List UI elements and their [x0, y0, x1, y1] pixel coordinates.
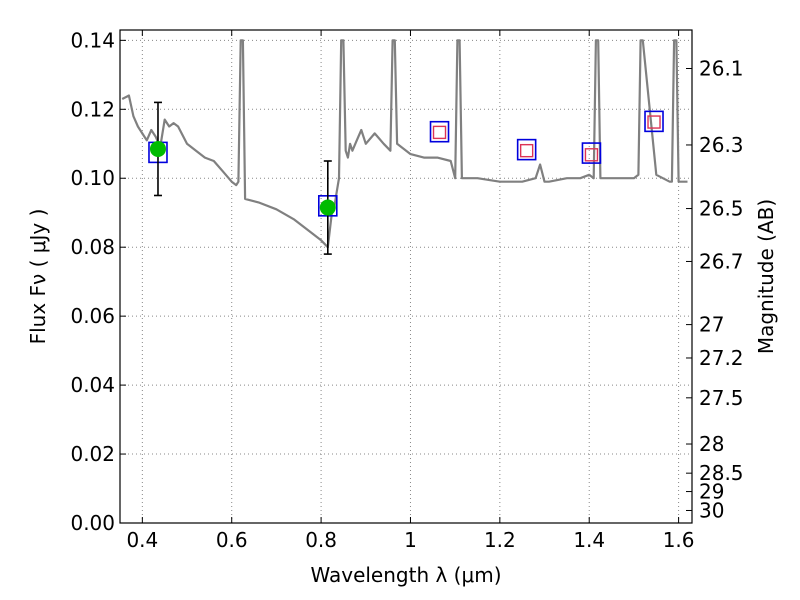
- right-tick-label: 26.5: [699, 197, 744, 221]
- model-photometry-marker: [429, 120, 450, 143]
- y-tick-label: 0.04: [70, 373, 115, 397]
- upper-limit-marker: [647, 115, 661, 129]
- upper-limit-marker: [584, 148, 599, 162]
- y-tick-label: 0.14: [70, 28, 115, 52]
- plot-frame: [119, 29, 693, 524]
- y-axis-title: Flux Fν ( μJy ): [26, 209, 50, 345]
- upper-limit-marker: [432, 125, 447, 140]
- y-tick-label: 0.06: [70, 304, 115, 328]
- x-tick-label: 1: [404, 528, 417, 552]
- right-tick-label: 26.1: [699, 56, 744, 80]
- right-tick-label: 27.5: [699, 386, 744, 410]
- upper-limit-marker: [519, 143, 534, 158]
- x-tick-label: 1.2: [484, 528, 516, 552]
- right-tick-label: 27: [699, 313, 724, 337]
- x-axis-title: Wavelength λ (μm): [310, 563, 501, 587]
- right-tick-label: 30: [699, 498, 724, 522]
- right-tick-label: 29: [699, 480, 724, 504]
- right-tick-label: 26.7: [699, 249, 744, 273]
- model-photometry-marker: [581, 142, 602, 164]
- right-tick-label: 26.3: [699, 133, 744, 157]
- photometry-markers: [148, 101, 664, 255]
- right-tick-label: 27.2: [699, 346, 744, 370]
- y-tick-label: 0.12: [70, 97, 115, 121]
- grid: [120, 30, 692, 523]
- x-tick-label: 1.4: [573, 528, 605, 552]
- observed-point: [149, 140, 166, 157]
- axis-ticks: 0.4 0.6 0.8 1 1.2 1.4 1.6 0.00 0.02 0.04 0.06 0.08 0…: [70, 28, 743, 552]
- right-axis-title: Magnitude (AB): [754, 199, 778, 354]
- y-tick-label: 0.00: [70, 511, 115, 535]
- spectrum-series: [121, 39, 688, 249]
- right-tick-label: 28: [699, 432, 724, 456]
- y-tick-label: 0.08: [70, 235, 115, 259]
- y-tick-label: 0.10: [70, 166, 115, 190]
- observed-point: [319, 199, 336, 216]
- model-photometry-marker: [516, 138, 537, 161]
- x-tick-label: 0.8: [305, 528, 337, 552]
- x-tick-label: 0.6: [216, 528, 248, 552]
- right-tick-label: 28.5: [699, 461, 744, 485]
- x-tick-label: 1.6: [663, 528, 695, 552]
- y-tick-label: 0.02: [70, 442, 115, 466]
- model-spectrum-line: [121, 39, 688, 249]
- x-tick-label: 0.4: [126, 528, 158, 552]
- model-photometry-marker: [644, 110, 664, 133]
